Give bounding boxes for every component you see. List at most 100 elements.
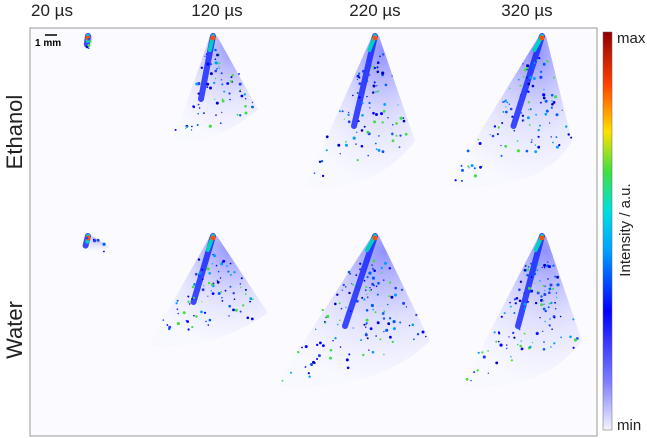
droplet bbox=[544, 285, 546, 287]
droplet bbox=[543, 348, 546, 351]
droplet bbox=[391, 133, 393, 135]
droplet bbox=[372, 91, 374, 93]
droplet bbox=[385, 84, 388, 87]
droplet bbox=[217, 280, 218, 281]
droplet bbox=[536, 333, 538, 335]
droplet bbox=[517, 344, 519, 346]
droplet bbox=[318, 354, 321, 357]
droplet bbox=[522, 63, 523, 64]
droplet bbox=[556, 136, 558, 138]
droplet bbox=[477, 139, 479, 141]
droplet bbox=[228, 92, 230, 94]
droplet bbox=[366, 294, 367, 295]
droplet bbox=[531, 141, 533, 143]
droplet bbox=[346, 358, 349, 361]
droplet bbox=[216, 102, 219, 105]
droplet bbox=[212, 292, 215, 295]
droplet bbox=[377, 90, 379, 92]
droplet bbox=[543, 63, 546, 66]
droplet bbox=[568, 133, 570, 135]
droplet bbox=[191, 126, 193, 128]
droplet bbox=[233, 271, 235, 273]
droplet bbox=[239, 90, 241, 92]
droplet bbox=[467, 165, 469, 167]
droplet bbox=[187, 301, 189, 303]
droplet bbox=[241, 277, 243, 279]
droplet bbox=[540, 303, 543, 306]
droplet bbox=[555, 308, 556, 309]
droplet bbox=[353, 327, 354, 328]
droplet bbox=[238, 73, 240, 75]
droplet bbox=[381, 267, 383, 269]
droplet bbox=[479, 142, 482, 145]
colorbar-max: max bbox=[617, 30, 646, 47]
droplet bbox=[348, 292, 350, 294]
droplet bbox=[488, 373, 489, 374]
droplet bbox=[369, 287, 370, 288]
droplet bbox=[540, 71, 542, 73]
droplet bbox=[543, 341, 544, 342]
droplet bbox=[89, 40, 91, 42]
droplet bbox=[359, 77, 361, 79]
droplet bbox=[387, 322, 390, 325]
droplet bbox=[473, 371, 475, 373]
droplet bbox=[393, 320, 396, 323]
droplet bbox=[529, 290, 532, 293]
droplet bbox=[357, 92, 359, 94]
droplet bbox=[195, 273, 198, 276]
droplet bbox=[517, 149, 520, 152]
droplet bbox=[214, 255, 216, 257]
droplet bbox=[221, 79, 222, 80]
droplet bbox=[518, 79, 520, 81]
nozzle-hotspot bbox=[211, 36, 216, 41]
droplet bbox=[369, 107, 370, 108]
droplet bbox=[194, 283, 195, 284]
droplet bbox=[556, 283, 559, 286]
droplet bbox=[383, 354, 385, 356]
droplet bbox=[516, 297, 519, 300]
droplet bbox=[305, 366, 307, 368]
droplet bbox=[553, 77, 555, 79]
droplet bbox=[551, 103, 554, 106]
droplet bbox=[466, 378, 469, 381]
droplet bbox=[478, 352, 480, 354]
droplet bbox=[385, 329, 388, 332]
droplet bbox=[535, 114, 537, 116]
droplet bbox=[89, 234, 90, 235]
nozzle-hotspot bbox=[373, 36, 378, 41]
droplet bbox=[375, 335, 377, 337]
droplet bbox=[359, 82, 362, 85]
droplet bbox=[337, 144, 340, 147]
droplet bbox=[528, 287, 531, 290]
droplet bbox=[403, 120, 406, 123]
droplet bbox=[549, 318, 550, 319]
droplet bbox=[535, 302, 537, 304]
droplet bbox=[383, 331, 384, 332]
droplet bbox=[482, 166, 483, 167]
droplet bbox=[393, 327, 396, 330]
droplet bbox=[310, 363, 313, 366]
droplet bbox=[301, 347, 303, 349]
droplet bbox=[249, 301, 251, 303]
droplet bbox=[362, 91, 363, 92]
droplet bbox=[177, 313, 179, 315]
droplet bbox=[239, 114, 241, 116]
droplet bbox=[551, 328, 553, 330]
droplet bbox=[319, 342, 322, 345]
droplet bbox=[569, 336, 572, 339]
droplet bbox=[348, 271, 351, 274]
droplet bbox=[377, 294, 379, 296]
droplet bbox=[511, 359, 513, 361]
droplet bbox=[211, 290, 212, 291]
droplet bbox=[501, 122, 503, 124]
droplet bbox=[191, 298, 193, 300]
droplet bbox=[544, 267, 545, 268]
droplet bbox=[234, 298, 236, 300]
droplet bbox=[103, 243, 106, 246]
droplet bbox=[340, 153, 341, 154]
droplet bbox=[526, 274, 529, 277]
droplet bbox=[506, 344, 507, 345]
droplet bbox=[88, 35, 90, 37]
droplet bbox=[539, 262, 540, 263]
droplet bbox=[400, 117, 403, 120]
